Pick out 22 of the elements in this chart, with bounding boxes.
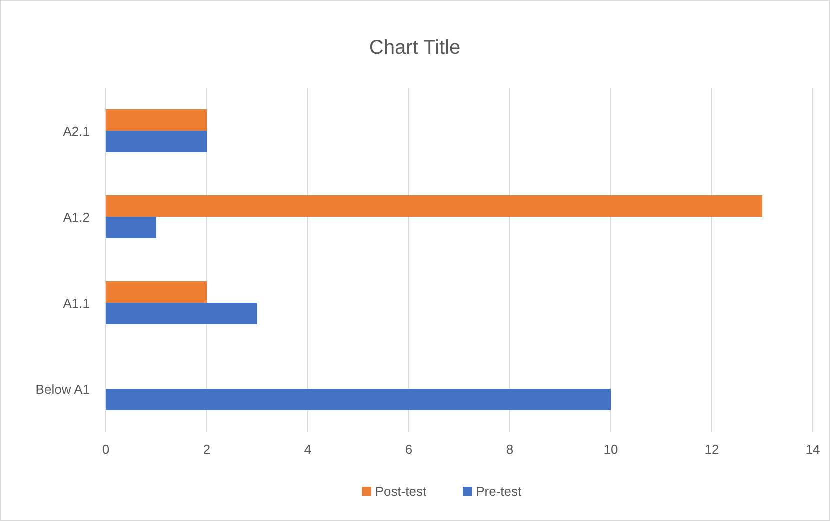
y-tick-label: A1.1	[63, 296, 90, 311]
x-tick-label: 2	[203, 442, 211, 457]
x-tick-label: 4	[304, 442, 312, 457]
x-tick-label: 6	[405, 442, 413, 457]
bar	[106, 110, 207, 131]
y-tick-label: A2.1	[63, 124, 90, 139]
chart-title: Chart Title	[369, 37, 461, 59]
x-tick-label: 14	[806, 442, 820, 457]
legend-label: Pre-test	[476, 484, 522, 499]
bar	[106, 282, 207, 303]
y-tick-label: Below A1	[36, 382, 90, 397]
x-tick-label: 8	[506, 442, 514, 457]
y-tick-label: A1.2	[63, 210, 90, 225]
x-tick-label: 0	[102, 442, 110, 457]
bar	[106, 217, 156, 238]
bar	[106, 389, 611, 410]
bar	[106, 131, 207, 152]
bar	[106, 196, 762, 217]
bar	[106, 303, 258, 324]
x-tick-label: 10	[604, 442, 618, 457]
legend-label: Post-test	[375, 484, 427, 499]
x-tick-label: 12	[704, 442, 720, 457]
